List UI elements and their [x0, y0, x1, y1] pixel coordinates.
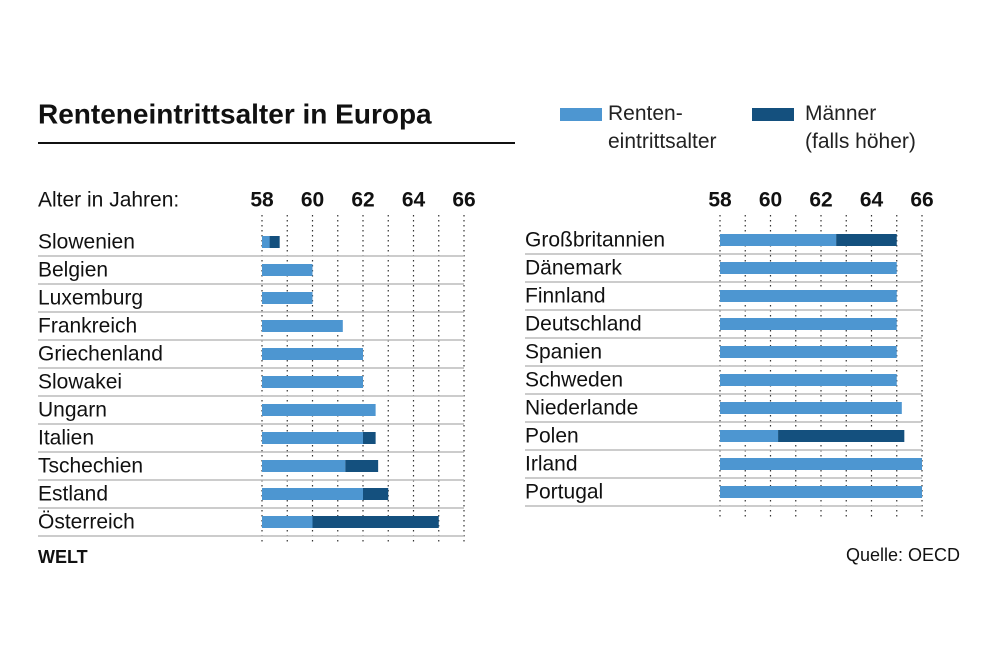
bar-segment [262, 376, 363, 388]
x-tick-label: 66 [910, 189, 933, 212]
bar-segment [345, 460, 379, 472]
category-label: Großbritannien [525, 229, 665, 252]
bar-segment [262, 488, 363, 500]
bar-segment [262, 460, 346, 472]
x-tick-label: 62 [809, 189, 832, 212]
legend-label: Männer (falls höher) [805, 102, 916, 153]
bar-segment [262, 432, 363, 444]
legend-swatch [752, 108, 794, 121]
category-label: Deutschland [525, 313, 642, 336]
x-tick-label: 64 [860, 189, 884, 212]
bar-segment [720, 262, 897, 274]
bar-segment [720, 458, 922, 470]
x-tick-label: 66 [452, 189, 475, 212]
category-label: Österreich [38, 511, 135, 534]
bar-segment [720, 402, 902, 414]
category-label: Frankreich [38, 315, 137, 338]
x-tick-label: 60 [301, 189, 324, 212]
x-tick-label: 62 [351, 189, 374, 212]
bar-segment [720, 374, 897, 386]
category-label: Portugal [525, 481, 603, 504]
category-label: Polen [525, 425, 579, 448]
bar-segment [262, 320, 343, 332]
category-label: Estland [38, 483, 108, 506]
bar-segment [262, 264, 313, 276]
category-label: Italien [38, 427, 94, 450]
bar-segment [720, 486, 922, 498]
category-label: Niederlande [525, 397, 638, 420]
category-label: Schweden [525, 369, 623, 392]
x-tick-label: 58 [708, 189, 732, 212]
bar-segment [262, 348, 363, 360]
legend-swatch [560, 108, 602, 121]
category-label: Irland [525, 453, 578, 476]
chart-title: Renteneintrittsalter in Europa [38, 98, 432, 129]
bar-segment [720, 290, 897, 302]
category-label: Finnland [525, 285, 606, 308]
brand: WELT [38, 547, 88, 567]
x-tick-label: 58 [250, 189, 274, 212]
bar-segment [363, 488, 389, 500]
bar-segment [720, 318, 897, 330]
bar-segment [312, 516, 439, 528]
category-label: Slowenien [38, 231, 135, 254]
source: Quelle: OECD [846, 545, 960, 565]
x-tick-label: 64 [402, 189, 426, 212]
category-label: Ungarn [38, 399, 107, 422]
bar-segment [778, 430, 905, 442]
bar-segment [269, 236, 280, 248]
bar-segment [836, 234, 897, 246]
x-axis-label: Alter in Jahren: [38, 189, 179, 212]
category-label: Slowakei [38, 371, 122, 394]
bar-segment [262, 516, 313, 528]
bar-segment [363, 432, 376, 444]
bar-segment [720, 430, 779, 442]
category-label: Luxemburg [38, 287, 143, 310]
legend-label: Renten- eintrittsalter [608, 102, 717, 153]
bar-segment [720, 346, 897, 358]
category-label: Griechenland [38, 343, 163, 366]
category-label: Belgien [38, 259, 108, 282]
bar-segment [262, 404, 376, 416]
category-label: Spanien [525, 341, 602, 364]
category-label: Tschechien [38, 455, 143, 478]
bar-segment [262, 236, 270, 248]
bar-segment [720, 234, 837, 246]
x-tick-label: 60 [759, 189, 782, 212]
bar-segment [262, 292, 313, 304]
category-label: Dänemark [525, 257, 622, 280]
